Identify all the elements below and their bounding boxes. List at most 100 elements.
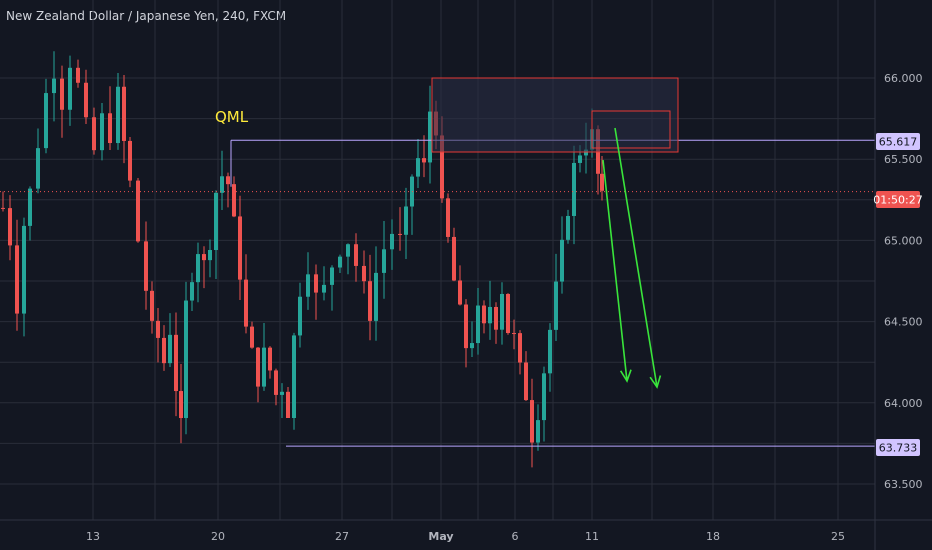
candle [428, 85, 432, 184]
candle [374, 246, 378, 341]
candle [226, 172, 230, 208]
candle [76, 59, 80, 88]
candle [536, 404, 540, 451]
candle [250, 321, 254, 349]
candle [196, 242, 200, 303]
candle [368, 254, 372, 341]
candle [362, 250, 366, 294]
candle [494, 302, 498, 344]
candle [274, 368, 278, 406]
candle [500, 282, 504, 345]
candle [15, 219, 19, 331]
candle [306, 252, 310, 310]
y-tick-label: 64.000 [884, 397, 923, 410]
candle [476, 288, 480, 355]
candle [190, 272, 194, 311]
candle [600, 155, 604, 201]
x-tick-label: 18 [706, 530, 720, 543]
candle [174, 312, 178, 417]
candle [524, 351, 528, 402]
candle [286, 387, 290, 419]
candle [208, 239, 212, 278]
short-arrow-1[interactable] [602, 159, 628, 382]
candle [108, 86, 112, 151]
candle [548, 323, 552, 392]
price-tag-high: 65.617 [876, 133, 920, 150]
candle [452, 227, 456, 282]
candle [572, 145, 576, 245]
candle [220, 150, 224, 211]
candle [116, 72, 120, 150]
candle [122, 75, 126, 164]
candle [298, 282, 302, 348]
candle [68, 55, 72, 126]
candle [262, 322, 266, 391]
candle [184, 281, 188, 435]
candle [84, 69, 88, 125]
candle [256, 347, 260, 403]
candle [214, 190, 218, 279]
supply-zone-small[interactable] [591, 110, 671, 149]
countdown-timer-label: 01:50:27 [873, 194, 922, 207]
candle [338, 254, 342, 273]
supply-zone-large[interactable] [431, 77, 679, 153]
y-tick-label: 66.000 [884, 72, 923, 85]
candle [530, 378, 534, 468]
candle [36, 128, 40, 194]
candle [422, 135, 426, 178]
short-arrow-1-head [619, 369, 632, 383]
candle [354, 233, 358, 282]
y-tick-label: 65.000 [884, 234, 923, 247]
candle [44, 78, 48, 154]
candle [404, 187, 408, 260]
short-arrow-2[interactable] [614, 127, 658, 388]
short-arrow-2-head [649, 375, 662, 389]
candle [512, 319, 516, 350]
x-tick-label: May [428, 530, 453, 543]
candle [566, 209, 570, 244]
candle [382, 221, 386, 299]
candle [398, 207, 402, 251]
drawings-layer [0, 77, 875, 447]
candle [244, 254, 248, 334]
x-tick-label: 25 [831, 530, 845, 543]
candle [232, 176, 236, 218]
candle [390, 219, 394, 270]
candle [464, 299, 468, 368]
x-tick-label: 27 [335, 530, 349, 543]
candle [168, 313, 172, 368]
candle [8, 195, 12, 261]
y-tick-label: 64.500 [884, 316, 923, 329]
candle [202, 246, 206, 289]
x-tick-label: 13 [86, 530, 100, 543]
candle [542, 366, 546, 442]
candle [482, 300, 486, 334]
candle [518, 330, 522, 375]
candle [446, 193, 450, 243]
price-tag-low-label: 63.733 [879, 442, 918, 455]
candle [416, 139, 420, 189]
qml-annotation: QML [215, 108, 249, 126]
candle [560, 216, 564, 294]
x-tick-label: 20 [211, 530, 225, 543]
candle [156, 308, 160, 363]
candle [314, 264, 318, 320]
candle [52, 51, 56, 122]
price-tag-timer: 01:50:27 [873, 191, 923, 208]
candle [470, 321, 474, 358]
candle [458, 265, 462, 306]
candle [506, 293, 510, 335]
candle [1, 191, 5, 212]
candle [238, 195, 242, 301]
candle [100, 103, 104, 161]
candle [554, 253, 558, 342]
candle [136, 177, 140, 243]
y-tick-label: 63.500 [884, 478, 923, 491]
candle [60, 65, 64, 138]
x-tick-label: 6 [512, 530, 519, 543]
chart-title: New Zealand Dollar / Japanese Yen, 240, … [6, 9, 287, 23]
candle [322, 266, 326, 301]
candle [150, 281, 154, 334]
